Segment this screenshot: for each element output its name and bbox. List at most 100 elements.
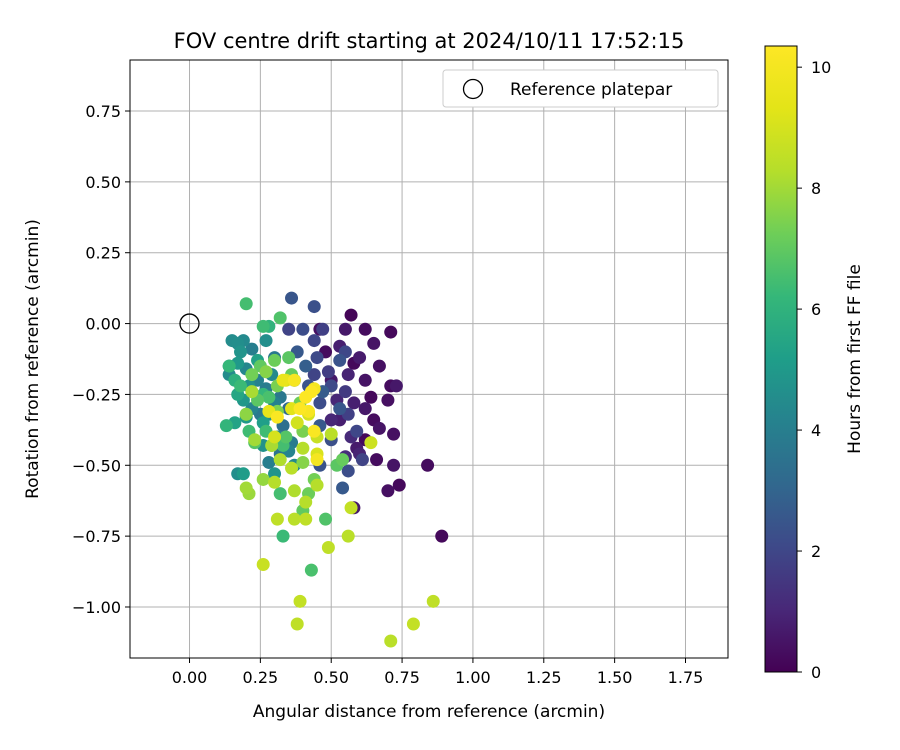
y-tick-label: 0.50	[85, 173, 121, 192]
data-point	[239, 297, 253, 311]
data-point	[299, 359, 313, 373]
legend: Reference platepar	[442, 69, 719, 108]
data-point	[296, 441, 310, 455]
data-point	[324, 427, 338, 441]
data-point	[287, 512, 301, 526]
data-point	[307, 424, 321, 438]
data-point	[268, 430, 282, 444]
data-point	[364, 390, 378, 404]
data-point	[293, 594, 307, 608]
legend-box	[442, 69, 719, 108]
data-point	[287, 373, 301, 387]
data-point	[222, 359, 236, 373]
colorbar-tick-label: 0	[811, 663, 821, 682]
colorbar-label: Hours from first FF file	[845, 264, 865, 454]
data-point	[282, 322, 296, 336]
data-point	[392, 478, 406, 492]
x-tick-label: 0.50	[313, 668, 349, 687]
data-point	[381, 393, 395, 407]
x-tick-label: 0.00	[172, 668, 208, 687]
plot-frame	[129, 59, 729, 659]
data-point	[282, 351, 296, 365]
data-point	[324, 413, 338, 427]
colorbar-ticks: 0 2 4 6 8 10	[797, 58, 831, 682]
data-point	[285, 291, 299, 305]
data-point	[358, 322, 372, 336]
data-point	[234, 379, 248, 393]
colorbar-tick-label: 10	[811, 58, 831, 77]
y-tick-label: 0.75	[85, 102, 121, 121]
data-point	[319, 512, 333, 526]
data-point	[262, 390, 276, 404]
data-point	[245, 385, 259, 399]
data-point	[344, 501, 358, 515]
data-point	[426, 594, 440, 608]
data-point	[290, 416, 304, 430]
y-axis-ticks: 0.75 0.50 0.25 0.00 −0.25 −0.50 −0.75 −1.00	[72, 102, 130, 617]
data-point	[358, 373, 372, 387]
x-tick-label: 1.00	[455, 668, 491, 687]
data-point	[341, 529, 355, 543]
data-point	[287, 484, 301, 498]
data-point	[290, 617, 304, 631]
data-point	[270, 410, 284, 424]
data-point	[259, 334, 273, 348]
data-point	[307, 300, 321, 314]
data-point	[367, 336, 381, 350]
data-point	[338, 385, 352, 399]
data-point	[239, 407, 253, 421]
data-point	[316, 322, 330, 336]
data-point	[336, 453, 350, 467]
data-point	[321, 540, 335, 554]
data-point	[406, 617, 420, 631]
data-point	[279, 430, 293, 444]
x-axis-ticks: 0.00 0.25 0.50 0.75 1.00 1.25 1.50 1.75	[172, 658, 703, 687]
y-tick-label: 0.00	[85, 315, 121, 334]
y-tick-label: −0.75	[72, 527, 121, 546]
x-tick-label: 1.50	[597, 668, 633, 687]
data-point	[296, 455, 310, 469]
data-point	[307, 368, 321, 382]
data-point	[358, 402, 372, 416]
data-point	[256, 472, 270, 486]
data-point	[384, 634, 398, 648]
data-point	[245, 368, 259, 382]
data-point	[256, 557, 270, 571]
data-point	[276, 373, 290, 387]
y-tick-label: −1.00	[72, 598, 121, 617]
data-point	[341, 368, 355, 382]
data-point	[333, 353, 347, 367]
data-point	[262, 455, 276, 469]
data-point	[276, 529, 290, 543]
data-point	[293, 402, 307, 416]
data-point	[353, 351, 367, 365]
data-point	[344, 308, 358, 322]
y-tick-label: −0.25	[72, 385, 121, 404]
data-point	[248, 433, 262, 447]
data-point	[372, 359, 386, 373]
colorbar-tick-label: 4	[811, 421, 821, 440]
data-point	[387, 427, 401, 441]
data-point	[421, 458, 435, 472]
data-point	[350, 424, 364, 438]
y-tick-label: −0.50	[72, 456, 121, 475]
data-point	[239, 481, 253, 495]
data-point	[381, 484, 395, 498]
data-point	[387, 458, 401, 472]
chart-title: FOV centre drift starting at 2024/10/11 …	[174, 29, 685, 53]
colorbar-tick-label: 8	[811, 179, 821, 198]
data-point	[285, 461, 299, 475]
colorbar-tick-label: 2	[811, 542, 821, 561]
data-point	[268, 353, 282, 367]
y-axis-label: Rotation from reference (arcmin)	[23, 219, 43, 499]
data-point	[270, 512, 284, 526]
data-point	[313, 396, 327, 410]
data-point	[338, 322, 352, 336]
data-point	[259, 365, 273, 379]
data-point	[219, 419, 233, 433]
data-point	[333, 402, 347, 416]
data-point	[299, 512, 313, 526]
data-point	[296, 322, 310, 336]
